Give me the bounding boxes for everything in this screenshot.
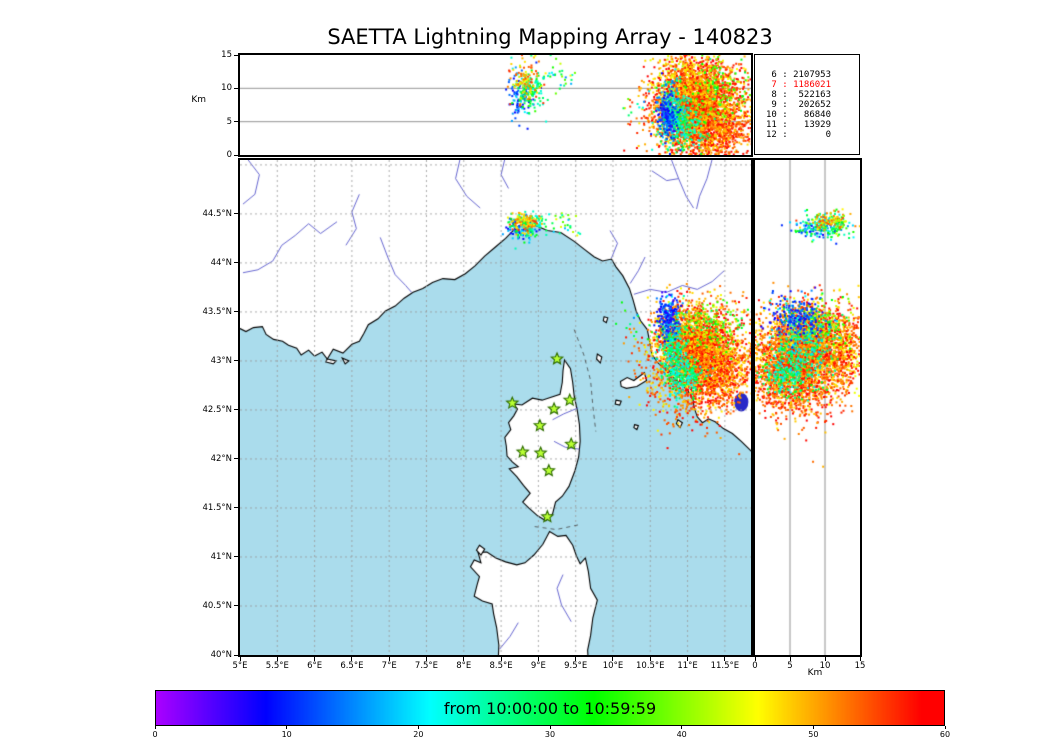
tick-mark: [234, 605, 238, 607]
tick-mark: [575, 657, 577, 661]
colorbar-tick-label: 10: [281, 730, 292, 739]
tick-mark: [537, 657, 539, 661]
map-lat-tick-label: 43°N: [210, 355, 232, 366]
tick-mark: [649, 657, 651, 661]
tick-mark: [276, 657, 278, 661]
tick-mark: [388, 657, 390, 661]
lon-altitude-panel: [238, 53, 753, 157]
tick-mark: [234, 54, 238, 56]
map-lon-tick-label: 9.5°E: [564, 661, 588, 671]
colorbar-tick-label: 60: [939, 730, 951, 739]
colorbar-tick-label: 50: [808, 730, 819, 739]
tick-mark: [425, 657, 427, 661]
tick-mark: [754, 657, 756, 661]
tick-mark: [612, 657, 614, 661]
map-lat-tick-label: 40.5°N: [202, 600, 232, 611]
altitude-axis-label-right: Km: [807, 668, 823, 678]
plan-view-map-canvas: [240, 160, 751, 655]
plan-view-map-panel: [238, 158, 753, 657]
time-colorbar: [155, 690, 945, 726]
tick-mark: [234, 311, 238, 313]
lon-altitude-canvas: [240, 55, 751, 155]
figure-title: SAETTA Lightning Mapping Array - 140823: [327, 25, 773, 49]
map-lon-tick-label: 10°E: [602, 661, 624, 671]
map-lon-tick-label: 11.5°E: [710, 661, 740, 671]
source-count-row: 7 : 1186021: [766, 80, 832, 90]
top-altitude-tick-label: 5: [226, 116, 232, 127]
tick-mark: [286, 726, 288, 729]
right-altitude-tick-label: 5: [787, 661, 793, 671]
tick-mark: [234, 262, 238, 264]
tick-mark: [234, 213, 238, 215]
right-altitude-tick-label: 10: [819, 661, 831, 671]
lat-altitude-canvas: [755, 160, 860, 655]
map-lon-tick-label: 9°E: [530, 661, 546, 671]
tick-mark: [681, 726, 683, 729]
colorbar-tick-label: 0: [152, 730, 158, 739]
map-lon-tick-label: 6.5°E: [340, 661, 364, 671]
tick-mark: [687, 657, 689, 661]
map-lat-tick-label: 42°N: [210, 453, 232, 464]
map-lat-tick-label: 41°N: [210, 551, 232, 562]
tick-mark: [234, 458, 238, 460]
source-count-row: 11 : 13929: [766, 120, 832, 130]
source-count-row: 12 : 0: [766, 130, 832, 140]
map-lon-tick-label: 11°E: [677, 661, 698, 671]
tick-mark: [824, 657, 826, 661]
colorbar-tick-label: 30: [544, 730, 556, 739]
map-lon-tick-label: 10.5°E: [636, 661, 665, 671]
map-lat-tick-label: 40°N: [210, 650, 232, 660]
tick-mark: [500, 657, 502, 661]
map-lon-tick-label: 6°E: [307, 661, 323, 671]
tick-mark: [234, 121, 238, 123]
map-lat-tick-label: 44°N: [210, 257, 232, 268]
map-lon-tick-label: 5°E: [232, 661, 248, 671]
source-count-row: 10 : 86840: [766, 110, 832, 120]
map-lat-tick-label: 44.5°N: [202, 208, 232, 219]
source-count-panel: 6 : 2107953 7 : 1186021 8 : 522163 9 : 2…: [754, 54, 860, 155]
source-count-row: 8 : 522163: [766, 90, 832, 100]
top-altitude-tick-label: 10: [221, 83, 232, 94]
lat-altitude-panel: [753, 158, 862, 657]
map-lon-tick-label: 7.5°E: [414, 661, 439, 671]
map-lat-tick-label: 42.5°N: [202, 404, 232, 415]
tick-mark: [812, 726, 814, 729]
tick-mark: [234, 360, 238, 362]
source-count-row: 9 : 202652: [766, 100, 832, 110]
tick-mark: [549, 726, 551, 729]
altitude-axis-label-top: Km: [191, 95, 206, 105]
tick-mark: [351, 657, 353, 661]
top-altitude-tick-label: 0: [226, 150, 232, 160]
colorbar-tick-label: 40: [676, 730, 687, 739]
tick-mark: [859, 657, 861, 661]
map-lat-tick-label: 43.5°N: [202, 306, 232, 317]
tick-mark: [314, 657, 316, 661]
tick-mark: [417, 726, 419, 729]
tick-mark: [154, 726, 156, 729]
tick-mark: [234, 507, 238, 509]
tick-mark: [463, 657, 465, 661]
tick-mark: [234, 654, 238, 656]
tick-mark: [239, 657, 241, 661]
tick-mark: [234, 154, 238, 156]
tick-mark: [234, 556, 238, 558]
time-colorbar-canvas: [156, 691, 944, 725]
top-altitude-tick-label: 15: [221, 50, 232, 60]
tick-mark: [724, 657, 726, 661]
source-count-row: 6 : 2107953: [766, 70, 832, 80]
map-lat-tick-label: 41.5°N: [202, 502, 232, 513]
colorbar-tick-label: 20: [413, 730, 424, 739]
tick-mark: [944, 726, 946, 729]
map-lon-tick-label: 8.5°E: [489, 661, 513, 671]
tick-mark: [234, 409, 238, 411]
map-lon-tick-label: 5.5°E: [265, 661, 289, 671]
right-altitude-tick-label: 15: [854, 661, 866, 671]
tick-mark: [789, 657, 791, 661]
right-altitude-tick-label: 0: [752, 661, 758, 671]
map-lon-tick-label: 8°E: [456, 661, 472, 671]
map-lon-tick-label: 7°E: [381, 661, 397, 671]
tick-mark: [234, 87, 238, 89]
